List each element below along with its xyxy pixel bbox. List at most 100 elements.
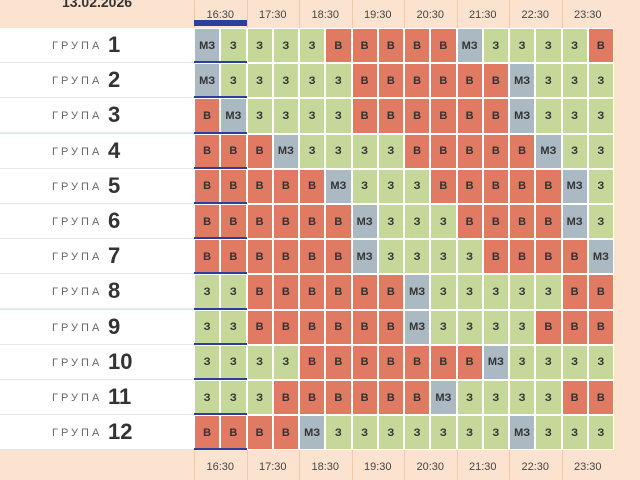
group-label: ГРУПА: [52, 40, 103, 52]
schedule-cell: В: [299, 204, 326, 240]
schedule-cell: З: [220, 274, 247, 310]
schedule-cell: З: [351, 168, 378, 204]
current-time-marker: [194, 342, 247, 345]
group-row-label: ГРУПА 12: [0, 415, 194, 451]
schedule-cell: В: [194, 168, 221, 204]
schedule-cell: З: [456, 380, 483, 416]
schedule-cell: В: [377, 344, 404, 380]
schedule-cell: З: [299, 98, 326, 134]
schedule-cell: З: [377, 133, 404, 169]
schedule-cell: В: [194, 204, 221, 240]
schedule-cell: В: [377, 274, 404, 310]
schedule-cell: З: [561, 28, 588, 64]
schedule-cell: З: [246, 380, 273, 416]
current-time-marker: [194, 237, 247, 240]
group-row-label: ГРУПА 1: [0, 28, 194, 63]
schedule-cell: З: [456, 274, 483, 310]
current-time-marker: [194, 131, 247, 134]
current-time-marker: [194, 272, 247, 275]
schedule-cell: З: [561, 63, 588, 99]
schedule-cell: З: [299, 133, 326, 169]
schedule-cell: В: [272, 168, 299, 204]
schedule-cell: МЗ: [509, 63, 536, 99]
schedule-cell: З: [220, 344, 247, 380]
hour-label-bottom: 21:30: [468, 461, 497, 473]
schedule-cell: В: [456, 168, 483, 204]
schedule-cell: В: [404, 344, 431, 380]
hour-label-top: 22:30: [521, 9, 550, 21]
schedule-cell: В: [482, 168, 509, 204]
hour-label-top: 21:30: [468, 9, 497, 21]
schedule-cell: В: [509, 204, 536, 240]
schedule-cell: З: [220, 28, 247, 64]
group-number: 5: [108, 172, 121, 198]
hour-label-top: 19:30: [363, 9, 392, 21]
schedule-cell: В: [377, 63, 404, 99]
group-row-label: ГРУПА 6: [0, 204, 194, 239]
schedule-cell: В: [535, 309, 562, 345]
current-time-marker: [194, 413, 247, 416]
schedule-cell: З: [561, 98, 588, 134]
schedule-cell: З: [456, 415, 483, 451]
current-time-marker: [194, 307, 247, 310]
schedule-cell: МЗ: [220, 98, 247, 134]
hour-label-top: 23:30: [573, 9, 602, 21]
schedule-cell: В: [194, 415, 221, 451]
schedule-cell: З: [430, 239, 457, 275]
schedule-cell: МЗ: [351, 204, 378, 240]
schedule-cell: З: [535, 380, 562, 416]
schedule-cell: В: [404, 63, 431, 99]
group-number: 6: [108, 208, 121, 233]
schedule-cell: З: [404, 239, 431, 275]
schedule-cell: З: [561, 344, 588, 380]
schedule-cell: В: [325, 274, 352, 310]
schedule-cell: В: [246, 415, 273, 451]
schedule-cell: В: [220, 133, 247, 169]
schedule-cell: В: [430, 98, 457, 134]
hour-label-top: 16:30: [206, 9, 235, 21]
schedule-cell: В: [351, 344, 378, 380]
current-time-marker: [194, 448, 247, 451]
schedule-cell: З: [325, 415, 352, 451]
schedule-cell: З: [509, 380, 536, 416]
schedule-cell: З: [246, 344, 273, 380]
schedule-cell: З: [272, 63, 299, 99]
schedule-cell: В: [482, 133, 509, 169]
group-label: ГРУПА: [52, 180, 103, 193]
schedule-cell: МЗ: [404, 274, 431, 310]
group-number: 10: [108, 348, 133, 374]
schedule-cell: З: [482, 274, 509, 310]
group-label: ГРУПА: [52, 392, 103, 404]
schedule-cell: В: [325, 309, 352, 345]
schedule-cell: В: [404, 380, 431, 416]
schedule-cell: З: [351, 133, 378, 169]
group-number: 3: [108, 102, 121, 128]
schedule-cell: З: [194, 380, 221, 416]
schedule-cell: В: [404, 133, 431, 169]
schedule-cell: В: [351, 380, 378, 416]
schedule-cell: В: [272, 204, 299, 240]
group-number: 1: [108, 32, 121, 57]
schedule-cell: В: [246, 168, 273, 204]
schedule-cell: В: [246, 274, 273, 310]
schedule-cell: МЗ: [351, 239, 378, 275]
schedule-cell: В: [456, 133, 483, 169]
schedule-cell: З: [325, 133, 352, 169]
group-label: ГРУПА: [52, 251, 103, 264]
schedule-cell: З: [299, 28, 326, 64]
schedule-cell: В: [456, 63, 483, 99]
schedule-cell: МЗ: [535, 133, 562, 169]
schedule-cell: В: [351, 274, 378, 310]
schedule-cell: З: [220, 309, 247, 345]
group-label: ГРУПА: [52, 216, 103, 228]
schedule-cell: З: [587, 168, 614, 204]
group-label: ГРУПА: [52, 75, 103, 88]
current-time-marker: [194, 166, 247, 169]
schedule-cell: В: [194, 98, 221, 134]
schedule-cell: В: [220, 239, 247, 275]
group-label: ГРУПА: [52, 427, 103, 440]
schedule-cell: В: [299, 168, 326, 204]
schedule-cell: МЗ: [325, 168, 352, 204]
schedule-cell: В: [430, 63, 457, 99]
group-number: 8: [108, 278, 121, 304]
